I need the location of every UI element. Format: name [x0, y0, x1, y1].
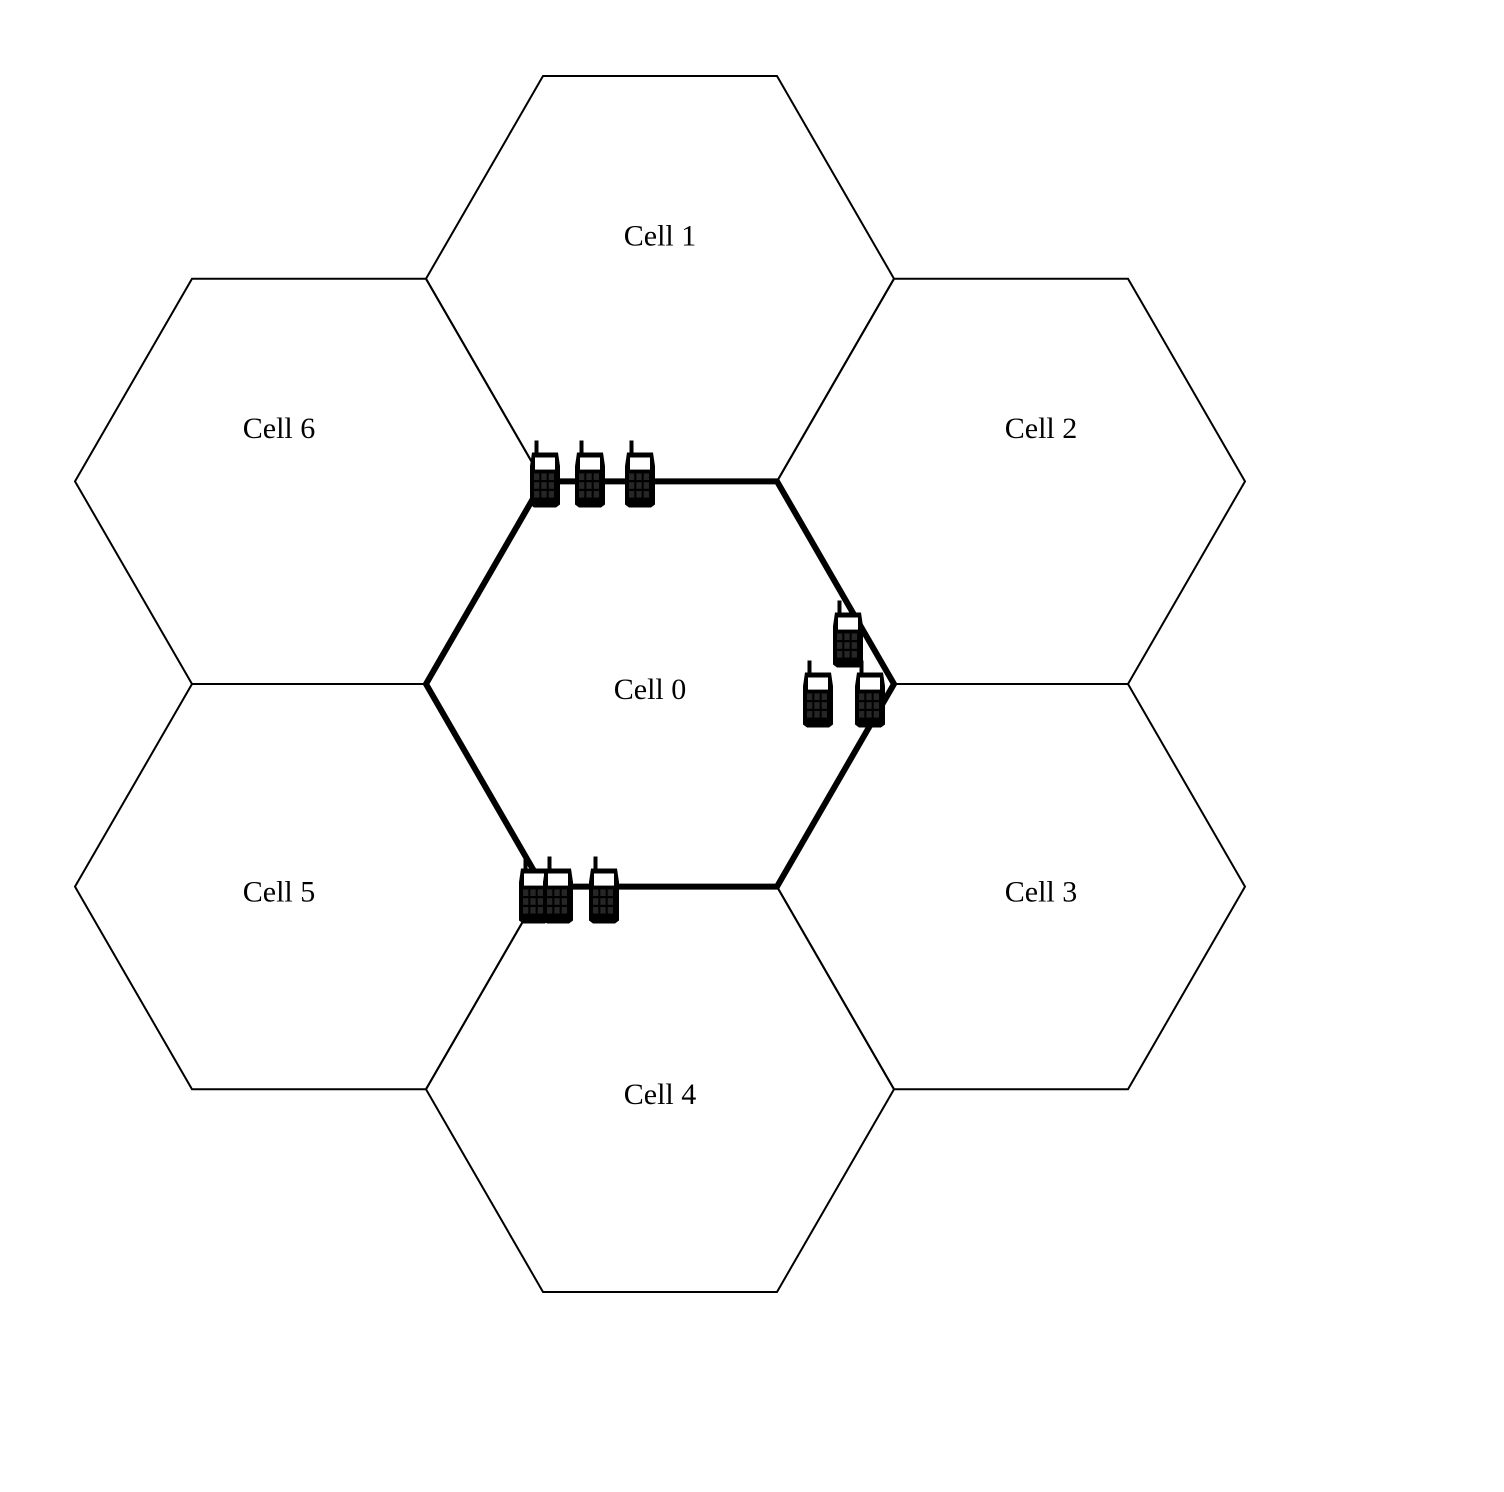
phone-icon: [575, 441, 605, 508]
phone-icon: [625, 441, 655, 508]
hex-cell-6: [75, 279, 543, 684]
phone-icon: [833, 601, 863, 668]
hex-cell-1: [426, 76, 894, 481]
phone-icon: [543, 857, 573, 924]
cell-label-3: Cell 3: [1005, 876, 1078, 909]
cell-label-5: Cell 5: [243, 876, 316, 909]
cell-label-0: Cell 0: [614, 673, 687, 706]
cell-label-4: Cell 4: [624, 1078, 697, 1111]
phone-icon: [855, 661, 885, 728]
cell-label-1: Cell 1: [624, 220, 697, 253]
hex-cell-diagram: Cell 0 Cell 1 Cell 2 Cell 3 Cell 4 Cell 5 Cell…: [0, 0, 1504, 1492]
phone-icon: [589, 857, 619, 924]
phone-icon: [530, 441, 560, 508]
cell-label-2: Cell 2: [1005, 412, 1078, 445]
phone-icon: [803, 661, 833, 728]
cell-label-6: Cell 6: [243, 412, 316, 445]
